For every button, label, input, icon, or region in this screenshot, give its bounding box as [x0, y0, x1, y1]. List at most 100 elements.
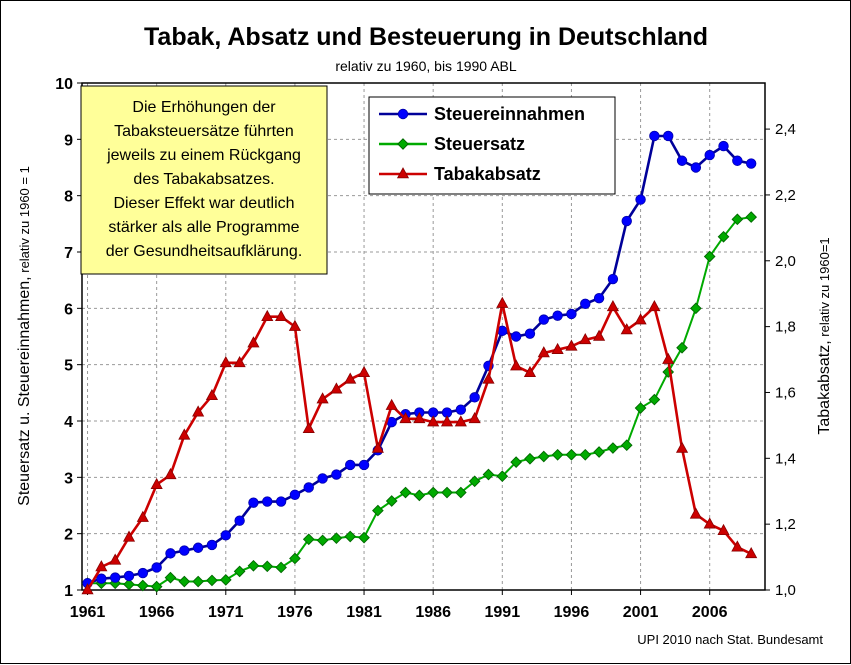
data-point-steuereinnahmen: [179, 545, 190, 556]
data-point-tabakabsatz: [316, 392, 329, 404]
data-point-steuereinnahmen: [621, 215, 632, 227]
legend-label-tabakabsatz: Tabakabsatz: [434, 164, 541, 184]
data-point-steuersatz: [496, 470, 509, 483]
series-layer: [81, 130, 758, 595]
data-point-tabakabsatz: [606, 300, 619, 312]
legend-label-steuereinnahmen: Steuereinnahmen: [434, 104, 585, 124]
data-point-steuersatz: [261, 560, 274, 573]
data-point-tabakabsatz: [675, 441, 689, 453]
data-point-tabakabsatz: [413, 411, 426, 424]
data-point-tabakabsatz: [565, 339, 578, 351]
left-axis-ticks: 1 2 3 4 5 6 7 8 9 10: [55, 76, 82, 600]
legend-marker-tabakabsatz: [396, 167, 410, 179]
legend-label-steuersatz: Steuersatz: [434, 134, 525, 154]
data-point-tabakabsatz: [357, 365, 371, 378]
data-point-steuereinnahmen: [206, 539, 218, 551]
chart-subtitle: relativ zu 1960, bis 1990 ABL: [335, 58, 517, 74]
x-tick-label: 2001: [623, 604, 659, 621]
x-tick-label: 1966: [139, 604, 175, 621]
data-point-steuersatz: [676, 341, 688, 354]
x-tick-label: 1971: [208, 604, 244, 621]
data-point-steuersatz: [565, 448, 578, 461]
right-tick-label: 1,8: [775, 319, 796, 336]
left-tick-label: 7: [64, 245, 73, 262]
series-tabakabsatz: [81, 296, 758, 595]
data-point-steuersatz: [330, 532, 343, 545]
y-axis-left-label-sub: relativ zu 1960 = 1: [17, 166, 32, 276]
data-point-steuereinnahmen: [593, 292, 605, 304]
data-point-tabakabsatz: [261, 309, 274, 322]
data-point-steuereinnahmen: [192, 542, 204, 553]
data-point-steuereinnahmen: [262, 496, 273, 507]
data-point-tabakabsatz: [178, 428, 191, 440]
right-tick-label: 2,0: [775, 253, 796, 270]
data-point-steuersatz: [302, 533, 315, 546]
data-point-steuersatz: [551, 448, 564, 461]
data-point-tabakabsatz: [579, 332, 592, 345]
data-point-tabakabsatz: [344, 372, 357, 384]
left-tick-label: 10: [55, 76, 73, 93]
annotation-line: stärker als alle Programme: [108, 219, 299, 236]
data-point-tabakabsatz: [136, 510, 149, 522]
data-point-steuereinnahmen: [566, 308, 577, 320]
data-point-steuereinnahmen: [358, 459, 370, 471]
left-tick-label: 2: [64, 527, 73, 544]
data-point-steuereinnahmen: [151, 562, 162, 573]
data-point-steuersatz: [579, 448, 592, 461]
data-point-tabakabsatz: [648, 300, 661, 312]
x-tick-label: 1991: [485, 604, 521, 621]
data-point-steuersatz: [745, 211, 758, 223]
data-point-steuereinnahmen: [635, 194, 646, 205]
data-point-steuersatz: [399, 486, 412, 499]
data-point-tabakabsatz: [192, 405, 205, 417]
data-point-steuereinnahmen: [676, 155, 688, 166]
data-point-steuereinnahmen: [289, 489, 301, 500]
x-tick-label: 2006: [692, 604, 728, 621]
series-steuersatz: [81, 211, 758, 593]
data-point-steuereinnahmen: [704, 149, 715, 161]
data-point-steuereinnahmen: [607, 273, 619, 285]
data-point-steuersatz: [510, 456, 522, 468]
y-axis-right-label-main: Tabakabsatz,: [816, 340, 833, 434]
right-tick-label: 2,2: [775, 187, 796, 204]
annotation-line: jeweils zu einem Rückgang: [106, 147, 301, 164]
annotation-background: [80, 85, 328, 275]
data-point-tabakabsatz: [427, 415, 440, 427]
annotation-line: des Tabakabsatzes.: [133, 171, 274, 188]
data-point-steuereinnahmen: [649, 130, 660, 142]
data-point-steuersatz: [690, 302, 702, 315]
data-point-steuersatz: [275, 561, 287, 574]
data-point-tabakabsatz: [81, 583, 94, 595]
annotation-line: Die Erhöhungen der: [132, 99, 276, 116]
data-point-steuersatz: [703, 250, 716, 263]
data-point-tabakabsatz: [496, 296, 509, 308]
data-point-steuereinnahmen: [109, 572, 121, 583]
data-point-tabakabsatz: [731, 540, 744, 552]
data-point-steuersatz: [344, 530, 357, 543]
data-point-steuereinnahmen: [718, 140, 729, 152]
x-tick-label: 1976: [277, 604, 313, 621]
data-point-steuersatz: [441, 486, 453, 499]
data-point-steuersatz: [482, 468, 495, 481]
data-point-steuersatz: [178, 575, 191, 588]
data-point-tabakabsatz: [219, 356, 232, 368]
data-point-steuersatz: [206, 574, 218, 587]
data-point-steuereinnahmen: [469, 392, 480, 403]
data-point-steuersatz: [385, 495, 398, 507]
x-tick-label: 1996: [554, 604, 590, 621]
source-note: UPI 2010 nach Stat. Bundesamt: [637, 632, 823, 647]
legend: Steuereinnahmen Steuersatz Tabakabsatz: [368, 96, 616, 195]
data-point-steuersatz: [247, 559, 260, 572]
right-axis-ticks: 1,0 1,2 1,4 1,6 1,8 2,0 2,2 2,4: [765, 121, 796, 599]
data-point-steuersatz: [358, 531, 370, 544]
data-point-steuersatz: [150, 580, 163, 593]
data-point-steuersatz: [413, 489, 426, 502]
data-point-tabakabsatz: [440, 415, 454, 427]
legend-marker-steuereinnahmen: [397, 108, 409, 120]
data-point-tabakabsatz: [233, 356, 246, 368]
data-point-tabakabsatz: [717, 523, 730, 536]
y-axis-right-label-sub: relativ zu 1960=1: [817, 237, 832, 340]
data-point-steuereinnahmen: [510, 331, 522, 342]
data-point-steuereinnahmen: [745, 158, 757, 169]
